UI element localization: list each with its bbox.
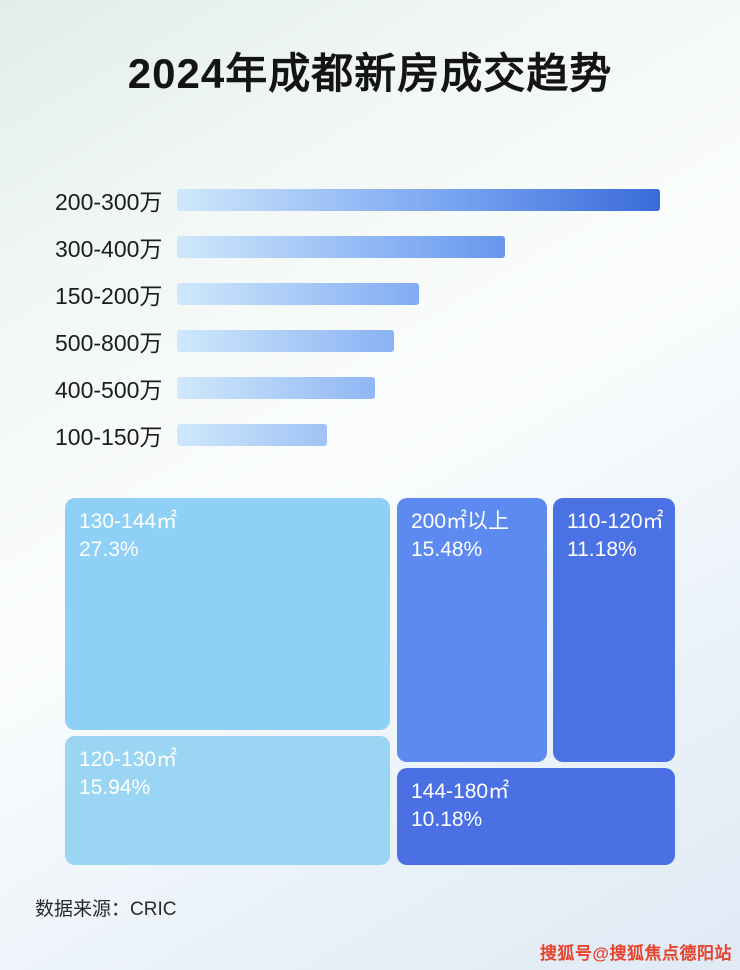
bar-row: 150-200万 (55, 270, 665, 317)
treemap-cell-value: 15.48% (411, 538, 483, 562)
bar-track (177, 423, 660, 446)
bar-label: 100-150万 (55, 423, 163, 450)
bar-track (177, 376, 660, 399)
bar-label: 200-300万 (55, 188, 163, 215)
treemap-cell-value: 11.18% (567, 538, 637, 562)
bar-track (177, 188, 660, 211)
bar-row: 100-150万 (55, 411, 665, 458)
watermark: 搜狐号@搜狐焦点德阳站 (539, 944, 732, 963)
treemap-cell-label: 144-180㎡ (411, 780, 510, 803)
bar (177, 376, 376, 399)
treemap-cell-label: 200㎡以上 (411, 510, 510, 533)
data-source: 数据来源：CRIC (35, 899, 177, 920)
treemap-cell-label: 110-120㎡ (567, 510, 664, 533)
bar-track (177, 235, 660, 258)
treemap-cell-value: 10.18% (411, 808, 483, 832)
treemap-cell: 110-120㎡ 11.18% (553, 498, 675, 762)
bar (177, 235, 506, 258)
price-range-bar-chart: 200-300万 300-400万 150-200万 500-800万 400-… (55, 176, 665, 458)
treemap-cell-label: 130-144㎡ (79, 510, 178, 533)
bar-row: 400-500万 (55, 364, 665, 411)
bar-track (177, 329, 660, 352)
treemap-cell: 120-130㎡ 15.94% (65, 736, 390, 865)
bar-label: 500-800万 (55, 329, 163, 356)
page-title: 2024年成都新房成交趋势 (127, 50, 613, 97)
bar (177, 423, 327, 446)
treemap-cell-label: 120-130㎡ (79, 748, 178, 771)
bar-row: 500-800万 (55, 317, 665, 364)
bar-track (177, 282, 660, 305)
treemap-cell: 144-180㎡ 10.18% (397, 768, 675, 865)
bar-label: 400-500万 (55, 376, 163, 403)
bar-label: 300-400万 (55, 235, 163, 262)
bar-row: 200-300万 (55, 176, 665, 223)
bar-row: 300-400万 (55, 223, 665, 270)
area-size-treemap: 130-144㎡ 27.3% 120-130㎡ 15.94% 200㎡以上 15… (65, 498, 675, 865)
bar (177, 188, 660, 211)
bar (177, 282, 419, 305)
treemap-cell-value: 27.3% (79, 538, 139, 562)
treemap-cell: 130-144㎡ 27.3% (65, 498, 390, 730)
treemap-cell: 200㎡以上 15.48% (397, 498, 547, 762)
bar (177, 329, 395, 352)
bar-label: 150-200万 (55, 282, 163, 309)
treemap-cell-value: 15.94% (79, 776, 151, 800)
